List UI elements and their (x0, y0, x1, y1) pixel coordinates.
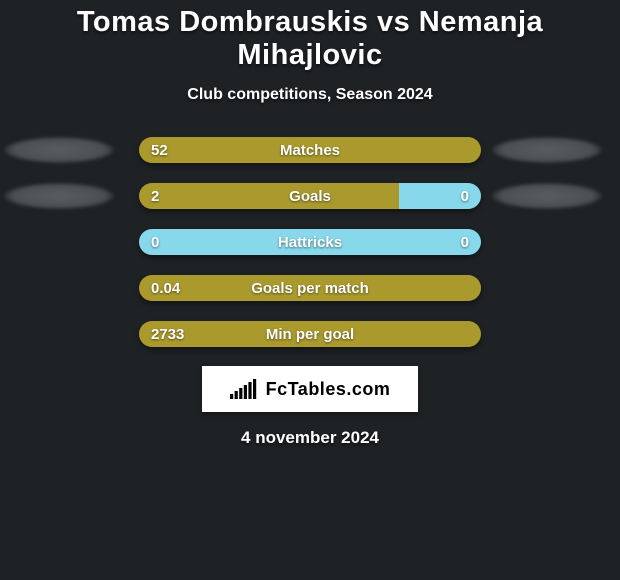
stat-value-left: 2 (151, 183, 159, 209)
stat-label: Matches (139, 137, 481, 163)
stat-row: Min per goal2733 (0, 320, 620, 348)
comparison-infographic: Tomas Dombrauskis vs Nemanja Mihajlovic … (0, 0, 620, 580)
stat-value-left: 52 (151, 137, 168, 163)
stat-bar: Hattricks0 0 (139, 229, 481, 255)
player-indicator-left (4, 137, 114, 163)
subtitle: Club competitions, Season 2024 (0, 86, 620, 104)
stat-value-right: 0 (461, 183, 469, 209)
stat-value-left: 0 (151, 229, 159, 255)
page-title: Tomas Dombrauskis vs Nemanja Mihajlovic (0, 0, 620, 72)
player-indicator-left (4, 183, 114, 209)
bar-chart-icon (230, 377, 260, 401)
stat-value-right: 0 (461, 229, 469, 255)
stat-row: Goals2 0 (0, 182, 620, 210)
stat-label: Goals per match (139, 275, 481, 301)
stat-row: Hattricks0 0 (0, 228, 620, 256)
stat-rows: Matches52Goals20Hattricks00Goals per mat… (0, 136, 620, 348)
player-indicator-right (492, 183, 602, 209)
stat-label: Hattricks (139, 229, 481, 255)
stat-bar: Goals per match0.04 (139, 275, 481, 301)
stat-value-left: 0.04 (151, 275, 180, 301)
stat-row: Matches52 (0, 136, 620, 164)
stat-label: Min per goal (139, 321, 481, 347)
stat-bar: Min per goal2733 (139, 321, 481, 347)
stat-row: Goals per match0.04 (0, 274, 620, 302)
date-text: 4 november 2024 (0, 428, 620, 448)
stat-label: Goals (139, 183, 481, 209)
stat-bar: Goals2 0 (139, 183, 481, 209)
logo-text: FcTables.com (266, 379, 391, 400)
stat-bar: Matches52 (139, 137, 481, 163)
stat-value-left: 2733 (151, 321, 184, 347)
player-indicator-right (492, 137, 602, 163)
logo-box: FcTables.com (202, 366, 418, 412)
